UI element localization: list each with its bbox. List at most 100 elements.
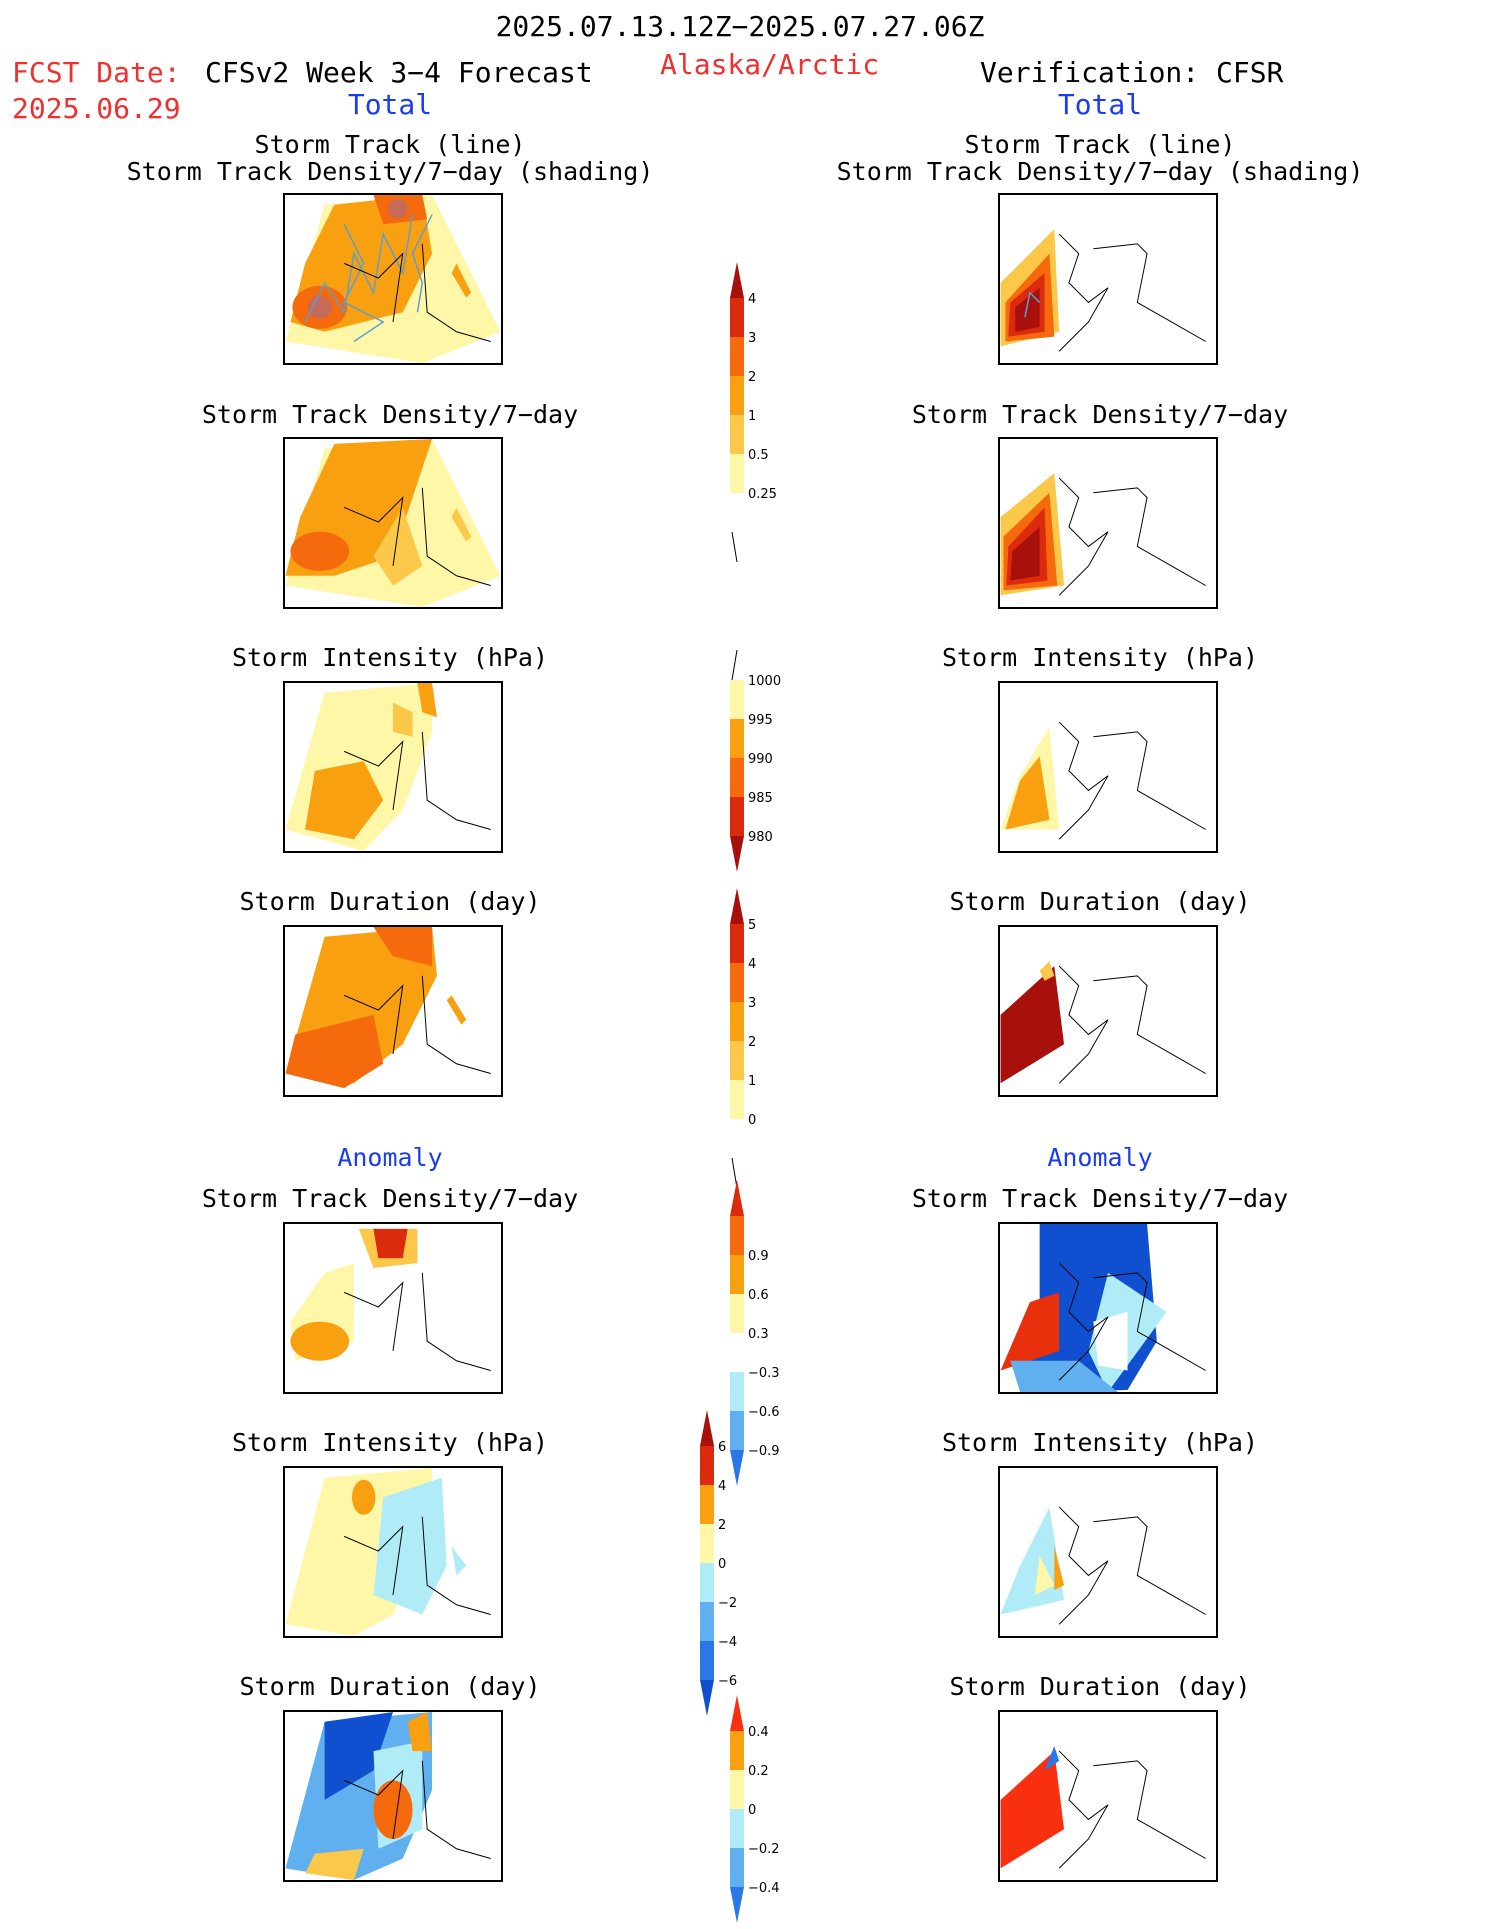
cb-duration-anom-tick-label: −0.2 <box>748 1842 780 1857</box>
cb-duration-total-segment <box>730 1041 744 1080</box>
right-anom-density-title: Storm Track Density/7−day <box>911 1184 1289 1213</box>
cb-density-anom-segment <box>730 1372 744 1411</box>
colorbar-duration-total-svg: 0 1 2 3 4 5 <box>730 888 756 1189</box>
left-duration-title: Storm Duration (day) <box>239 887 541 916</box>
cb-intensity-anom-segment <box>700 1602 714 1641</box>
cb-density-total-tick-label: 0.5 <box>748 448 769 463</box>
cb-density-anom-tick-label: 0.9 <box>748 1249 769 1264</box>
map-right-anom-density <box>998 1222 1218 1394</box>
cb-density-total-tick-label: 3 <box>748 331 756 346</box>
cb-density-total-tick-label: 0.25 <box>748 487 777 502</box>
cb-intensity-total-tick-label: 995 <box>748 713 773 728</box>
left-track-line-title: Storm Track (line) <box>254 130 526 159</box>
cb-intensity-total-tick-label: 980 <box>748 830 773 845</box>
cb-density-total-segment <box>730 337 744 376</box>
map-left-duration-svg <box>285 927 491 1089</box>
cb-duration-anom-segment <box>730 1848 744 1887</box>
map-left-anom-duration-svg <box>285 1712 491 1880</box>
cb-density-total-tick-label: 2 <box>748 370 756 385</box>
region-title: Alaska/Arctic <box>660 48 880 81</box>
date-range-title: 2025.07.13.12Z−2025.07.27.06Z <box>495 10 985 43</box>
cb-density-anom-tick-label: 0.6 <box>748 1288 769 1303</box>
cb-intensity-anom-top-arrow <box>700 1410 714 1446</box>
right-track-line-title: Storm Track (line) <box>964 130 1236 159</box>
cb-intensity-anom-tick-label: −6 <box>718 1674 737 1689</box>
cb-intensity-total-segment <box>730 719 744 758</box>
cb-density-anom-segment <box>730 1255 744 1294</box>
colorbar-duration-anom: 0.4 0.2 0 −0.2 −0.4 <box>720 1695 780 1925</box>
cb-intensity-anom-segment <box>700 1563 714 1602</box>
colorbar-intensity-total: 1000 995 990 985 980 <box>720 649 781 890</box>
cb-density-anom-tick-label: 0.3 <box>748 1327 769 1342</box>
fcst-date-value: 2025.06.29 <box>12 92 181 125</box>
colorbar-intensity-anom-svg: 6 4 2 0 −2 −4 −6 <box>700 1410 737 1716</box>
map-right-anom-density-svg <box>1000 1224 1206 1392</box>
cb-duration-anom-bottom-arrow <box>730 1887 744 1923</box>
cb-duration-total-segment <box>730 1080 744 1119</box>
map-left-anom-intensity <box>283 1466 503 1638</box>
cb-duration-total-tick-label: 3 <box>748 996 756 1011</box>
colorbar-intensity-anom: 6 4 2 0 −2 −4 −6 <box>690 1410 750 1720</box>
cb-intensity-anom-bottom-arrow <box>700 1680 714 1716</box>
cb-density-anom-bottom-arrow <box>730 1450 744 1486</box>
cb-density-total-tick-label: 1 <box>748 409 756 424</box>
map-right-density-svg <box>1000 473 1206 596</box>
cb-intensity-anom-tick-label: 2 <box>718 1518 726 1533</box>
cb-density-total-top-arrow <box>730 262 744 298</box>
right-duration-title: Storm Duration (day) <box>949 887 1251 916</box>
cb-intensity-total-tick-label: 985 <box>748 791 773 806</box>
cb-density-anom-segment <box>730 1294 744 1333</box>
cb-duration-anom-segment <box>730 1770 744 1809</box>
cb-duration-anom-segment <box>730 1809 744 1848</box>
right-anom-duration-title: Storm Duration (day) <box>949 1672 1251 1701</box>
right-intensity-title: Storm Intensity (hPa) <box>941 643 1259 672</box>
cb-intensity-anom-tick-label: −2 <box>718 1596 737 1611</box>
cb-intensity-anom-tick-label: 6 <box>718 1440 726 1455</box>
cb-density-anom-tick-label: −0.3 <box>748 1366 780 1381</box>
colorbar-intensity-total-svg: 1000 995 990 985 980 <box>730 649 781 872</box>
cb-density-anom-segment <box>730 1411 744 1450</box>
map-left-density <box>283 437 503 609</box>
map-right-anom-intensity-svg <box>1000 1506 1206 1625</box>
cb-density-total-segment <box>730 298 744 337</box>
cb-intensity-total-tick-label: 990 <box>748 752 773 767</box>
cb-density-total-segment <box>730 454 744 493</box>
cb-intensity-anom-tick-label: 4 <box>718 1479 726 1494</box>
map-right-track <box>998 193 1218 365</box>
cb-density-total-tick-label: 4 <box>748 292 756 307</box>
cb-duration-total-segment <box>730 1002 744 1041</box>
cb-intensity-anom-tick-label: −4 <box>718 1635 737 1650</box>
cb-intensity-anom-segment <box>700 1485 714 1524</box>
cb-duration-total-top-arrow <box>730 888 744 924</box>
map-left-anom-intensity-svg <box>285 1468 491 1636</box>
cb-duration-total-tick-label: 5 <box>748 918 756 933</box>
cb-density-anom-tick-label: −0.9 <box>748 1444 780 1459</box>
cb-duration-anom-tick-label: 0.2 <box>748 1764 769 1779</box>
cb-duration-total-bottom-line <box>731 1157 738 1189</box>
cb-duration-total-segment <box>730 924 744 963</box>
map-right-anom-intensity <box>998 1466 1218 1638</box>
fcst-date-label: FCST Date: <box>12 56 181 89</box>
map-right-track-svg <box>1000 229 1206 352</box>
map-right-duration-svg <box>1000 961 1206 1084</box>
cb-duration-total-segment <box>730 963 744 1002</box>
cb-duration-anom-tick-label: 0.4 <box>748 1725 769 1740</box>
cb-duration-total-tick-label: 2 <box>748 1035 756 1050</box>
cb-density-anom-top-arrow <box>730 1180 744 1216</box>
model-title: CFSv2 Week 3−4 Forecast <box>205 56 593 89</box>
cb-density-anom-segment <box>730 1333 744 1372</box>
right-anom-intensity-title: Storm Intensity (hPa) <box>941 1428 1259 1457</box>
cb-duration-total-tick-label: 0 <box>748 1113 756 1128</box>
left-track-shading-title: Storm Track Density/7−day (shading) <box>126 157 654 186</box>
map-left-duration <box>283 925 503 1097</box>
right-track-shading-title: Storm Track Density/7−day (shading) <box>836 157 1364 186</box>
map-right-intensity <box>998 681 1218 853</box>
cb-duration-anom-segment <box>730 1731 744 1770</box>
right-total-label: Total <box>1057 88 1143 121</box>
map-right-density <box>998 437 1218 609</box>
map-left-intensity-svg <box>285 683 491 851</box>
left-density-title: Storm Track Density/7−day <box>201 400 579 429</box>
left-anom-duration-title: Storm Duration (day) <box>239 1672 541 1701</box>
right-anomaly-heading: Anomaly <box>1047 1143 1153 1172</box>
left-total-label: Total <box>347 88 433 121</box>
